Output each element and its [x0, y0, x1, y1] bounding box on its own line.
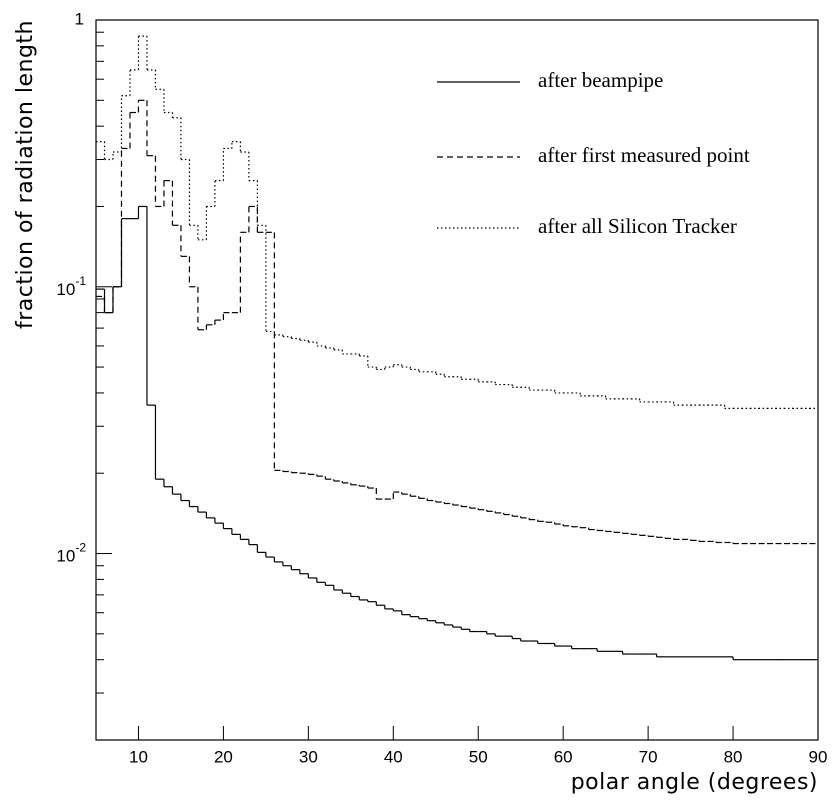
y-tick-label: 10-2	[56, 541, 86, 566]
legend-label: after all Silicon Tracker	[538, 214, 737, 238]
y-tick-exponent: -2	[75, 541, 86, 555]
legend-label: after beampipe	[538, 68, 663, 92]
x-tick-label: 10	[129, 747, 148, 766]
x-tick-label: 70	[639, 747, 658, 766]
x-tick-label: 30	[299, 747, 318, 766]
y-tick-exponent: -1	[75, 274, 86, 288]
y-tick-label: 10-1	[56, 274, 86, 299]
y-tick-base: 10	[56, 280, 75, 299]
x-tick-label: 20	[214, 747, 233, 766]
x-axis-label: polar angle (degrees)	[571, 770, 818, 795]
x-tick-label: 40	[384, 747, 403, 766]
x-tick-label: 80	[724, 747, 743, 766]
x-tick-label: 90	[809, 747, 828, 766]
legend-label: after first measured point	[538, 143, 750, 167]
y-tick-label: 1	[75, 9, 84, 28]
x-tick-label: 50	[469, 747, 488, 766]
y-tick-base: 10	[56, 547, 75, 566]
plot-frame	[95, 19, 819, 741]
y-axis-label: fraction of radiation length	[13, 20, 38, 329]
x-tick-label: 60	[554, 747, 573, 766]
